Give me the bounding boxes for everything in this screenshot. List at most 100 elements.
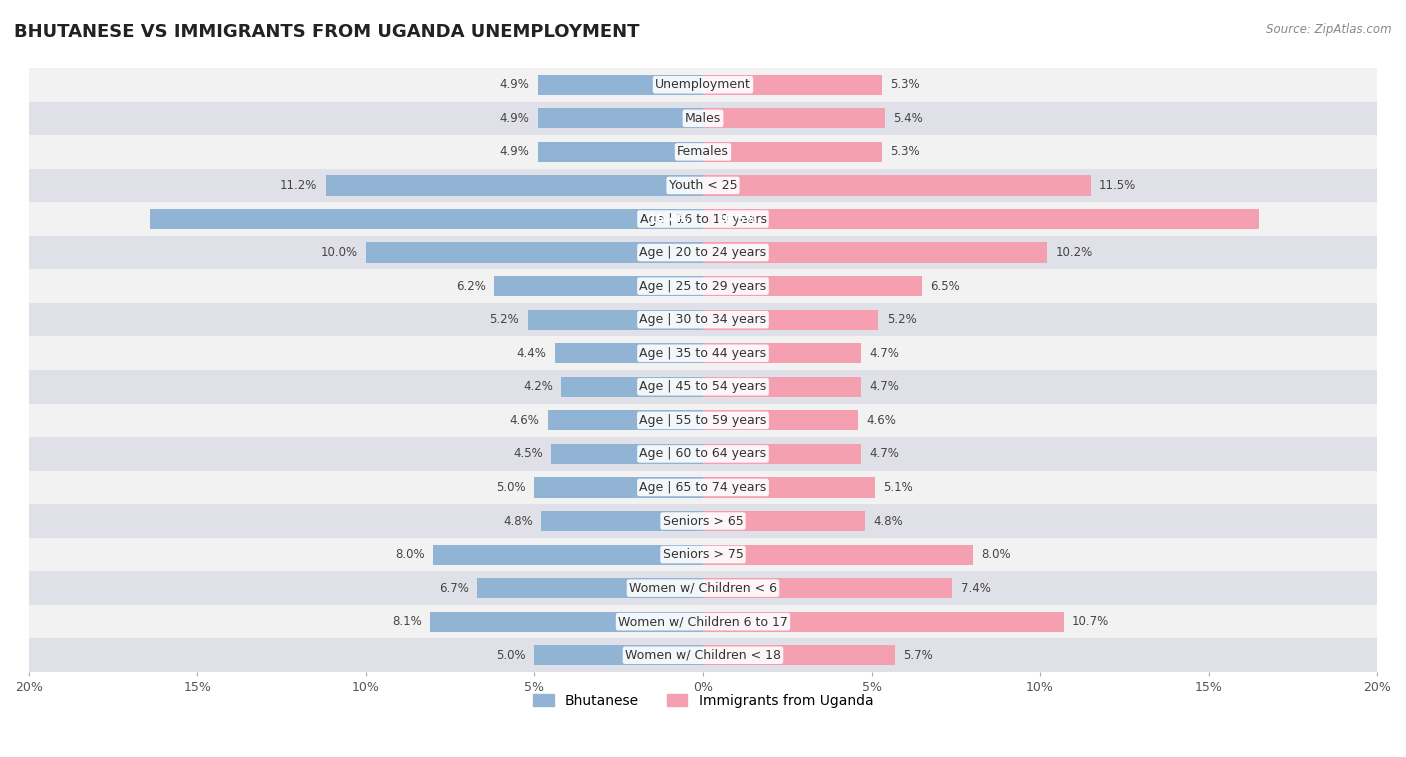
Bar: [541, 511, 703, 531]
Text: 4.5%: 4.5%: [513, 447, 543, 460]
Text: 8.1%: 8.1%: [392, 615, 422, 628]
Text: Males: Males: [685, 112, 721, 125]
Text: 5.3%: 5.3%: [890, 145, 920, 158]
Text: 6.2%: 6.2%: [456, 279, 485, 293]
Text: 5.4%: 5.4%: [893, 112, 924, 125]
Text: 10.0%: 10.0%: [321, 246, 357, 259]
Bar: [703, 209, 1260, 229]
Bar: [30, 370, 1376, 403]
Text: 11.5%: 11.5%: [1099, 179, 1136, 192]
Bar: [30, 68, 1376, 101]
Bar: [538, 108, 703, 129]
Bar: [548, 410, 703, 431]
Text: 4.9%: 4.9%: [499, 112, 530, 125]
Bar: [30, 135, 1376, 169]
Bar: [30, 202, 1376, 235]
Text: Age | 60 to 64 years: Age | 60 to 64 years: [640, 447, 766, 460]
Bar: [703, 444, 862, 464]
Text: Age | 25 to 29 years: Age | 25 to 29 years: [640, 279, 766, 293]
Text: Age | 20 to 24 years: Age | 20 to 24 years: [640, 246, 766, 259]
Bar: [326, 176, 703, 195]
Bar: [30, 504, 1376, 537]
Text: Age | 35 to 44 years: Age | 35 to 44 years: [640, 347, 766, 360]
Text: 10.2%: 10.2%: [1054, 246, 1092, 259]
Bar: [551, 444, 703, 464]
Text: Source: ZipAtlas.com: Source: ZipAtlas.com: [1267, 23, 1392, 36]
Text: Women w/ Children < 6: Women w/ Children < 6: [628, 581, 778, 595]
Bar: [30, 572, 1376, 605]
Bar: [527, 310, 703, 330]
Bar: [30, 605, 1376, 638]
Text: 5.2%: 5.2%: [887, 313, 917, 326]
Bar: [703, 108, 884, 129]
Text: 7.4%: 7.4%: [960, 581, 991, 595]
Text: Age | 55 to 59 years: Age | 55 to 59 years: [640, 414, 766, 427]
Bar: [538, 75, 703, 95]
Text: Age | 45 to 54 years: Age | 45 to 54 years: [640, 380, 766, 394]
Bar: [703, 578, 952, 598]
Text: 5.1%: 5.1%: [883, 481, 912, 494]
Bar: [30, 537, 1376, 572]
Text: 4.7%: 4.7%: [870, 447, 900, 460]
Text: 5.3%: 5.3%: [890, 78, 920, 92]
Bar: [703, 544, 973, 565]
Text: 16.4%: 16.4%: [648, 213, 689, 226]
Text: 4.8%: 4.8%: [873, 515, 903, 528]
Bar: [534, 645, 703, 665]
Text: 4.4%: 4.4%: [516, 347, 547, 360]
Text: 11.2%: 11.2%: [280, 179, 318, 192]
Bar: [30, 101, 1376, 135]
Text: 4.2%: 4.2%: [523, 380, 553, 394]
Text: Age | 30 to 34 years: Age | 30 to 34 years: [640, 313, 766, 326]
Text: Seniors > 65: Seniors > 65: [662, 515, 744, 528]
Bar: [538, 142, 703, 162]
Text: 5.0%: 5.0%: [496, 649, 526, 662]
Bar: [703, 377, 862, 397]
Text: 8.0%: 8.0%: [395, 548, 425, 561]
Text: 4.6%: 4.6%: [509, 414, 540, 427]
Text: Women w/ Children < 18: Women w/ Children < 18: [626, 649, 780, 662]
Bar: [703, 242, 1047, 263]
Text: Females: Females: [678, 145, 728, 158]
Text: 4.9%: 4.9%: [499, 78, 530, 92]
Legend: Bhutanese, Immigrants from Uganda: Bhutanese, Immigrants from Uganda: [527, 688, 879, 713]
Bar: [430, 612, 703, 632]
Bar: [30, 471, 1376, 504]
Bar: [703, 612, 1063, 632]
Text: 8.0%: 8.0%: [981, 548, 1011, 561]
Text: BHUTANESE VS IMMIGRANTS FROM UGANDA UNEMPLOYMENT: BHUTANESE VS IMMIGRANTS FROM UGANDA UNEM…: [14, 23, 640, 41]
Text: 4.6%: 4.6%: [866, 414, 897, 427]
Bar: [555, 343, 703, 363]
Bar: [703, 645, 896, 665]
Text: Seniors > 75: Seniors > 75: [662, 548, 744, 561]
Bar: [703, 276, 922, 296]
Bar: [366, 242, 703, 263]
Bar: [703, 343, 862, 363]
Text: 4.9%: 4.9%: [499, 145, 530, 158]
Text: 4.7%: 4.7%: [870, 347, 900, 360]
Bar: [30, 303, 1376, 336]
Bar: [703, 142, 882, 162]
Text: 6.5%: 6.5%: [931, 279, 960, 293]
Text: 5.0%: 5.0%: [496, 481, 526, 494]
Text: Age | 65 to 74 years: Age | 65 to 74 years: [640, 481, 766, 494]
Text: 6.7%: 6.7%: [439, 581, 468, 595]
Text: 4.8%: 4.8%: [503, 515, 533, 528]
Text: 4.7%: 4.7%: [870, 380, 900, 394]
Bar: [703, 511, 865, 531]
Bar: [30, 269, 1376, 303]
Bar: [30, 638, 1376, 672]
Bar: [703, 478, 875, 497]
Bar: [534, 478, 703, 497]
Bar: [30, 437, 1376, 471]
Bar: [703, 176, 1091, 195]
Text: 5.2%: 5.2%: [489, 313, 519, 326]
Text: Youth < 25: Youth < 25: [669, 179, 737, 192]
Text: Unemployment: Unemployment: [655, 78, 751, 92]
Text: Age | 16 to 19 years: Age | 16 to 19 years: [640, 213, 766, 226]
Bar: [30, 403, 1376, 437]
Text: 5.7%: 5.7%: [904, 649, 934, 662]
Bar: [477, 578, 703, 598]
Bar: [30, 336, 1376, 370]
Text: 10.7%: 10.7%: [1071, 615, 1109, 628]
